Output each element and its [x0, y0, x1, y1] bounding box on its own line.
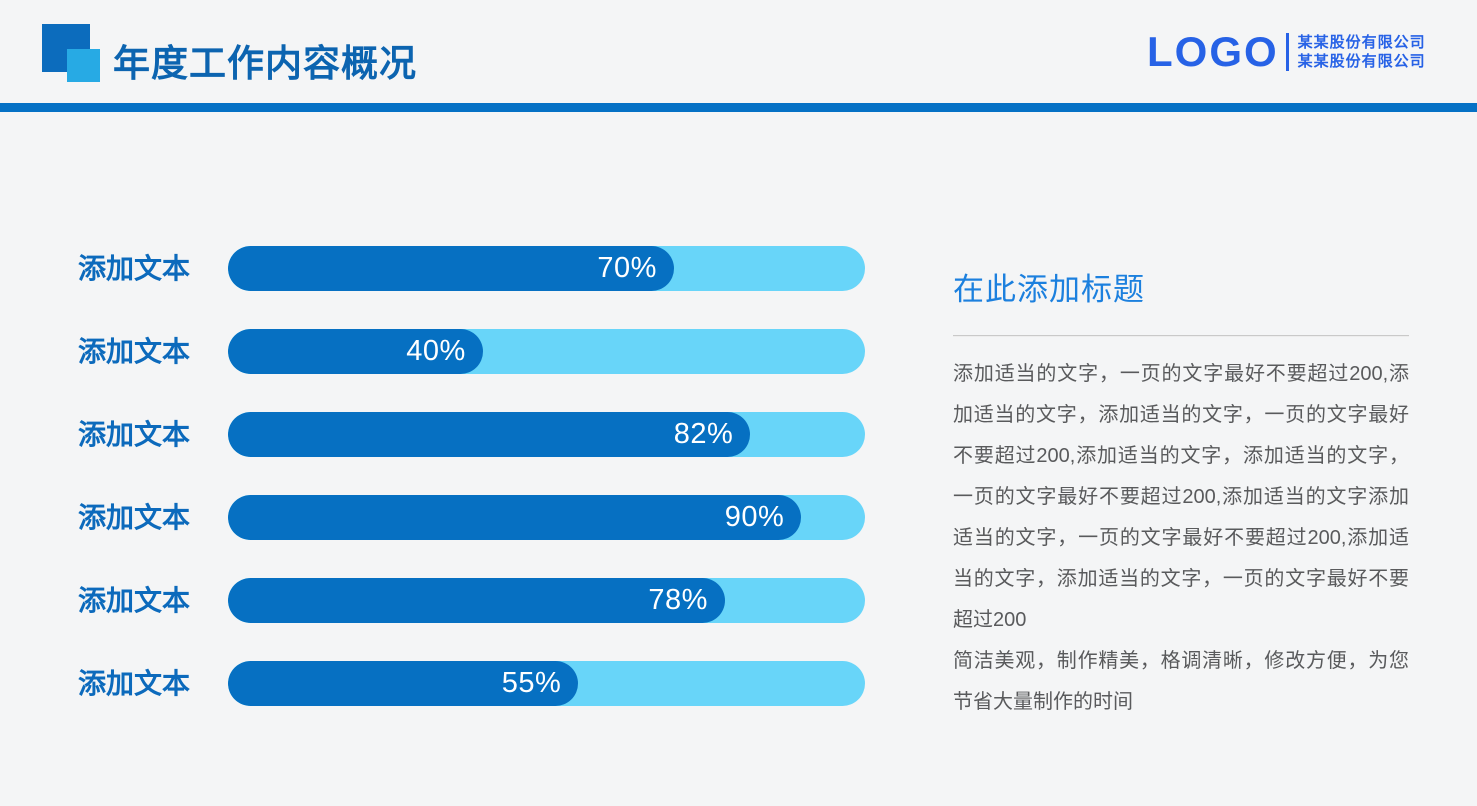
bar-fill: 70%: [228, 246, 674, 291]
text-panel: 在此添加标题 添加适当的文字，一页的文字最好不要超过200,添加适当的文字，添加…: [953, 270, 1409, 723]
company-name-line1: 某某股份有限公司: [1297, 34, 1426, 51]
bar-label: 添加文本: [78, 502, 191, 533]
bar-chart: 添加文本 70% 添加文本 40% 添加文本 82% 添加文本 90%: [0, 246, 1477, 706]
company-name-block: 某某股份有限公司 某某股份有限公司: [1298, 33, 1426, 71]
bar-fill: 90%: [228, 495, 802, 540]
bar-value-label: 78%: [648, 584, 708, 616]
panel-title: 在此添加标题: [953, 272, 1145, 307]
logo-block: LOGO 某某股份有限公司 某某股份有限公司: [1147, 30, 1426, 74]
bar-track: 55%: [228, 661, 865, 706]
bar-track: 82%: [228, 412, 865, 457]
bar-label: 添加文本: [78, 336, 191, 367]
bar-row: 添加文本 55%: [0, 661, 920, 706]
panel-divider-line: [953, 335, 1409, 337]
slide-header: 年度工作内容概况 LOGO 某某股份有限公司 某某股份有限公司: [0, 0, 1477, 112]
header-divider-bar: [0, 103, 1477, 112]
bar-value-label: 55%: [501, 667, 562, 699]
title-marker-light-square: [67, 49, 100, 82]
bar-value-label: 40%: [406, 335, 466, 367]
logo-text: LOGO: [1147, 28, 1279, 75]
bar-fill: 82%: [228, 412, 751, 457]
bar-track: 90%: [228, 495, 865, 540]
bar-label: 添加文本: [78, 253, 191, 284]
bar-row: 添加文本 40%: [0, 329, 920, 374]
logo-divider-line: [1285, 33, 1289, 71]
bar-row: 添加文本 90%: [0, 495, 920, 540]
panel-paragraph-1: 添加适当的文字，一页的文字最好不要超过200,添加适当的文字，添加适当的文字，一…: [953, 363, 1409, 631]
bar-value-label: 90%: [724, 501, 785, 533]
bar-fill: 55%: [228, 661, 579, 706]
bar-row: 添加文本 78%: [0, 578, 920, 623]
bar-value-label: 82%: [673, 418, 734, 450]
bar-row: 添加文本 70%: [0, 246, 920, 291]
panel-paragraph-2: 简洁美观，制作精美，格调清晰，修改方便，为您节省大量制作的时间: [953, 650, 1409, 713]
bar-fill: 78%: [228, 578, 725, 623]
bar-track: 78%: [228, 578, 865, 623]
bar-label: 添加文本: [78, 585, 191, 616]
bar-track: 40%: [228, 329, 865, 374]
bar-value-label: 70%: [597, 252, 657, 284]
bar-label: 添加文本: [78, 668, 191, 699]
bar-track: 70%: [228, 246, 865, 291]
bar-fill: 40%: [228, 329, 483, 374]
page-title: 年度工作内容概况: [113, 43, 417, 84]
bar-row: 添加文本 82%: [0, 412, 920, 457]
company-name-line2: 某某股份有限公司: [1297, 53, 1426, 70]
bar-label: 添加文本: [78, 419, 191, 450]
